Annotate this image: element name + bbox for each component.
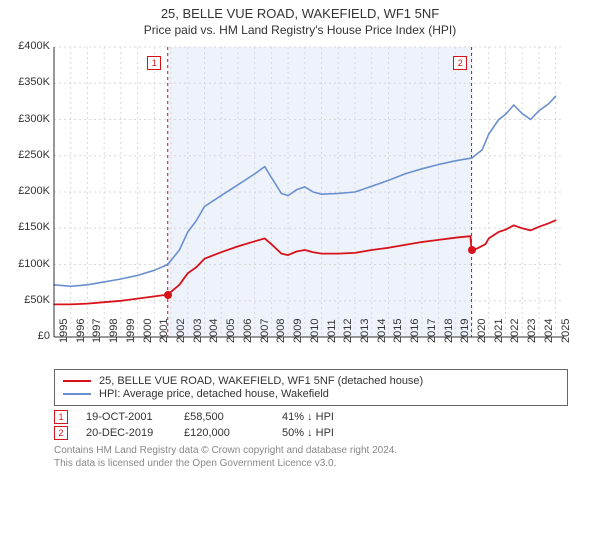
note-price: £120,000: [184, 427, 264, 439]
footer-line-2: This data is licensed under the Open Gov…: [54, 457, 568, 470]
page-subtitle: Price paid vs. HM Land Registry's House …: [8, 23, 592, 37]
x-tick-label: 2016: [409, 319, 421, 343]
x-tick-label: 1995: [58, 319, 70, 343]
x-tick-label: 2020: [476, 319, 488, 343]
x-tick-label: 2015: [392, 319, 404, 343]
y-tick-label: £0: [38, 330, 50, 342]
x-tick-label: 2012: [342, 319, 354, 343]
sale-notes: 1 19-OCT-2001 £58,500 41% ↓ HPI 2 20-DEC-2019…: [54, 410, 568, 440]
note-pct: 50% ↓ HPI: [282, 427, 342, 439]
y-tick-label: £200K: [18, 185, 50, 197]
x-tick-label: 2024: [543, 319, 555, 343]
x-tick-label: 2003: [192, 319, 204, 343]
note-pct: 41% ↓ HPI: [282, 411, 342, 423]
x-tick-label: 2002: [175, 319, 187, 343]
legend-label: HPI: Average price, detached house, Wake…: [99, 388, 329, 400]
sale-marker-dot: [164, 291, 172, 299]
y-tick-label: £150K: [18, 221, 50, 233]
x-tick-label: 2022: [509, 319, 521, 343]
x-tick-label: 2009: [292, 319, 304, 343]
sale-marker-box: 2: [453, 56, 467, 70]
x-tick-label: 2001: [158, 319, 170, 343]
legend-item: 25, BELLE VUE ROAD, WAKEFIELD, WF1 5NF (…: [63, 375, 559, 387]
x-tick-label: 2008: [275, 319, 287, 343]
footer-line-1: Contains HM Land Registry data © Crown c…: [54, 444, 568, 457]
x-tick-label: 1999: [125, 319, 137, 343]
y-tick-label: £300K: [18, 113, 50, 125]
note-date: 19-OCT-2001: [86, 411, 166, 423]
sale-marker-dot: [468, 246, 476, 254]
y-tick-label: £100K: [18, 258, 50, 270]
x-tick-label: 2013: [359, 319, 371, 343]
legend-label: 25, BELLE VUE ROAD, WAKEFIELD, WF1 5NF (…: [99, 375, 423, 387]
y-tick-label: £400K: [18, 40, 50, 52]
legend-item: HPI: Average price, detached house, Wake…: [63, 388, 559, 400]
chart-legend: 25, BELLE VUE ROAD, WAKEFIELD, WF1 5NF (…: [54, 369, 568, 406]
x-tick-label: 2004: [208, 319, 220, 343]
x-tick-label: 2023: [526, 319, 538, 343]
legend-swatch: [63, 380, 91, 382]
x-tick-label: 2011: [326, 319, 338, 343]
note-marker: 2: [54, 426, 68, 440]
x-tick-label: 2021: [493, 319, 505, 343]
x-tick-label: 1998: [108, 319, 120, 343]
y-tick-label: £350K: [18, 76, 50, 88]
x-tick-label: 2014: [376, 319, 388, 343]
x-tick-label: 2010: [309, 319, 321, 343]
price-chart: £0 £50K £100K £150K £200K £250K £300K £350K £400…: [8, 43, 588, 363]
x-tick-label: 1996: [75, 319, 87, 343]
sale-note-row: 1 19-OCT-2001 £58,500 41% ↓ HPI: [54, 410, 568, 424]
page-title: 25, BELLE VUE ROAD, WAKEFIELD, WF1 5NF: [8, 6, 592, 21]
x-tick-label: 2019: [459, 319, 471, 343]
footer-text: Contains HM Land Registry data © Crown c…: [54, 444, 568, 470]
x-tick-label: 2000: [142, 319, 154, 343]
legend-swatch: [63, 393, 91, 395]
note-price: £58,500: [184, 411, 264, 423]
x-tick-label: 2018: [443, 319, 455, 343]
chart-svg: [8, 43, 588, 363]
note-date: 20-DEC-2019: [86, 427, 166, 439]
x-tick-label: 2007: [259, 319, 271, 343]
x-tick-label: 2017: [426, 319, 438, 343]
sale-marker-box: 1: [147, 56, 161, 70]
x-tick-label: 2006: [242, 319, 254, 343]
sale-note-row: 2 20-DEC-2019 £120,000 50% ↓ HPI: [54, 426, 568, 440]
x-tick-label: 2025: [560, 319, 572, 343]
y-tick-label: £50K: [24, 294, 50, 306]
x-tick-label: 1997: [91, 319, 103, 343]
note-marker: 1: [54, 410, 68, 424]
x-tick-label: 2005: [225, 319, 237, 343]
y-tick-label: £250K: [18, 149, 50, 161]
